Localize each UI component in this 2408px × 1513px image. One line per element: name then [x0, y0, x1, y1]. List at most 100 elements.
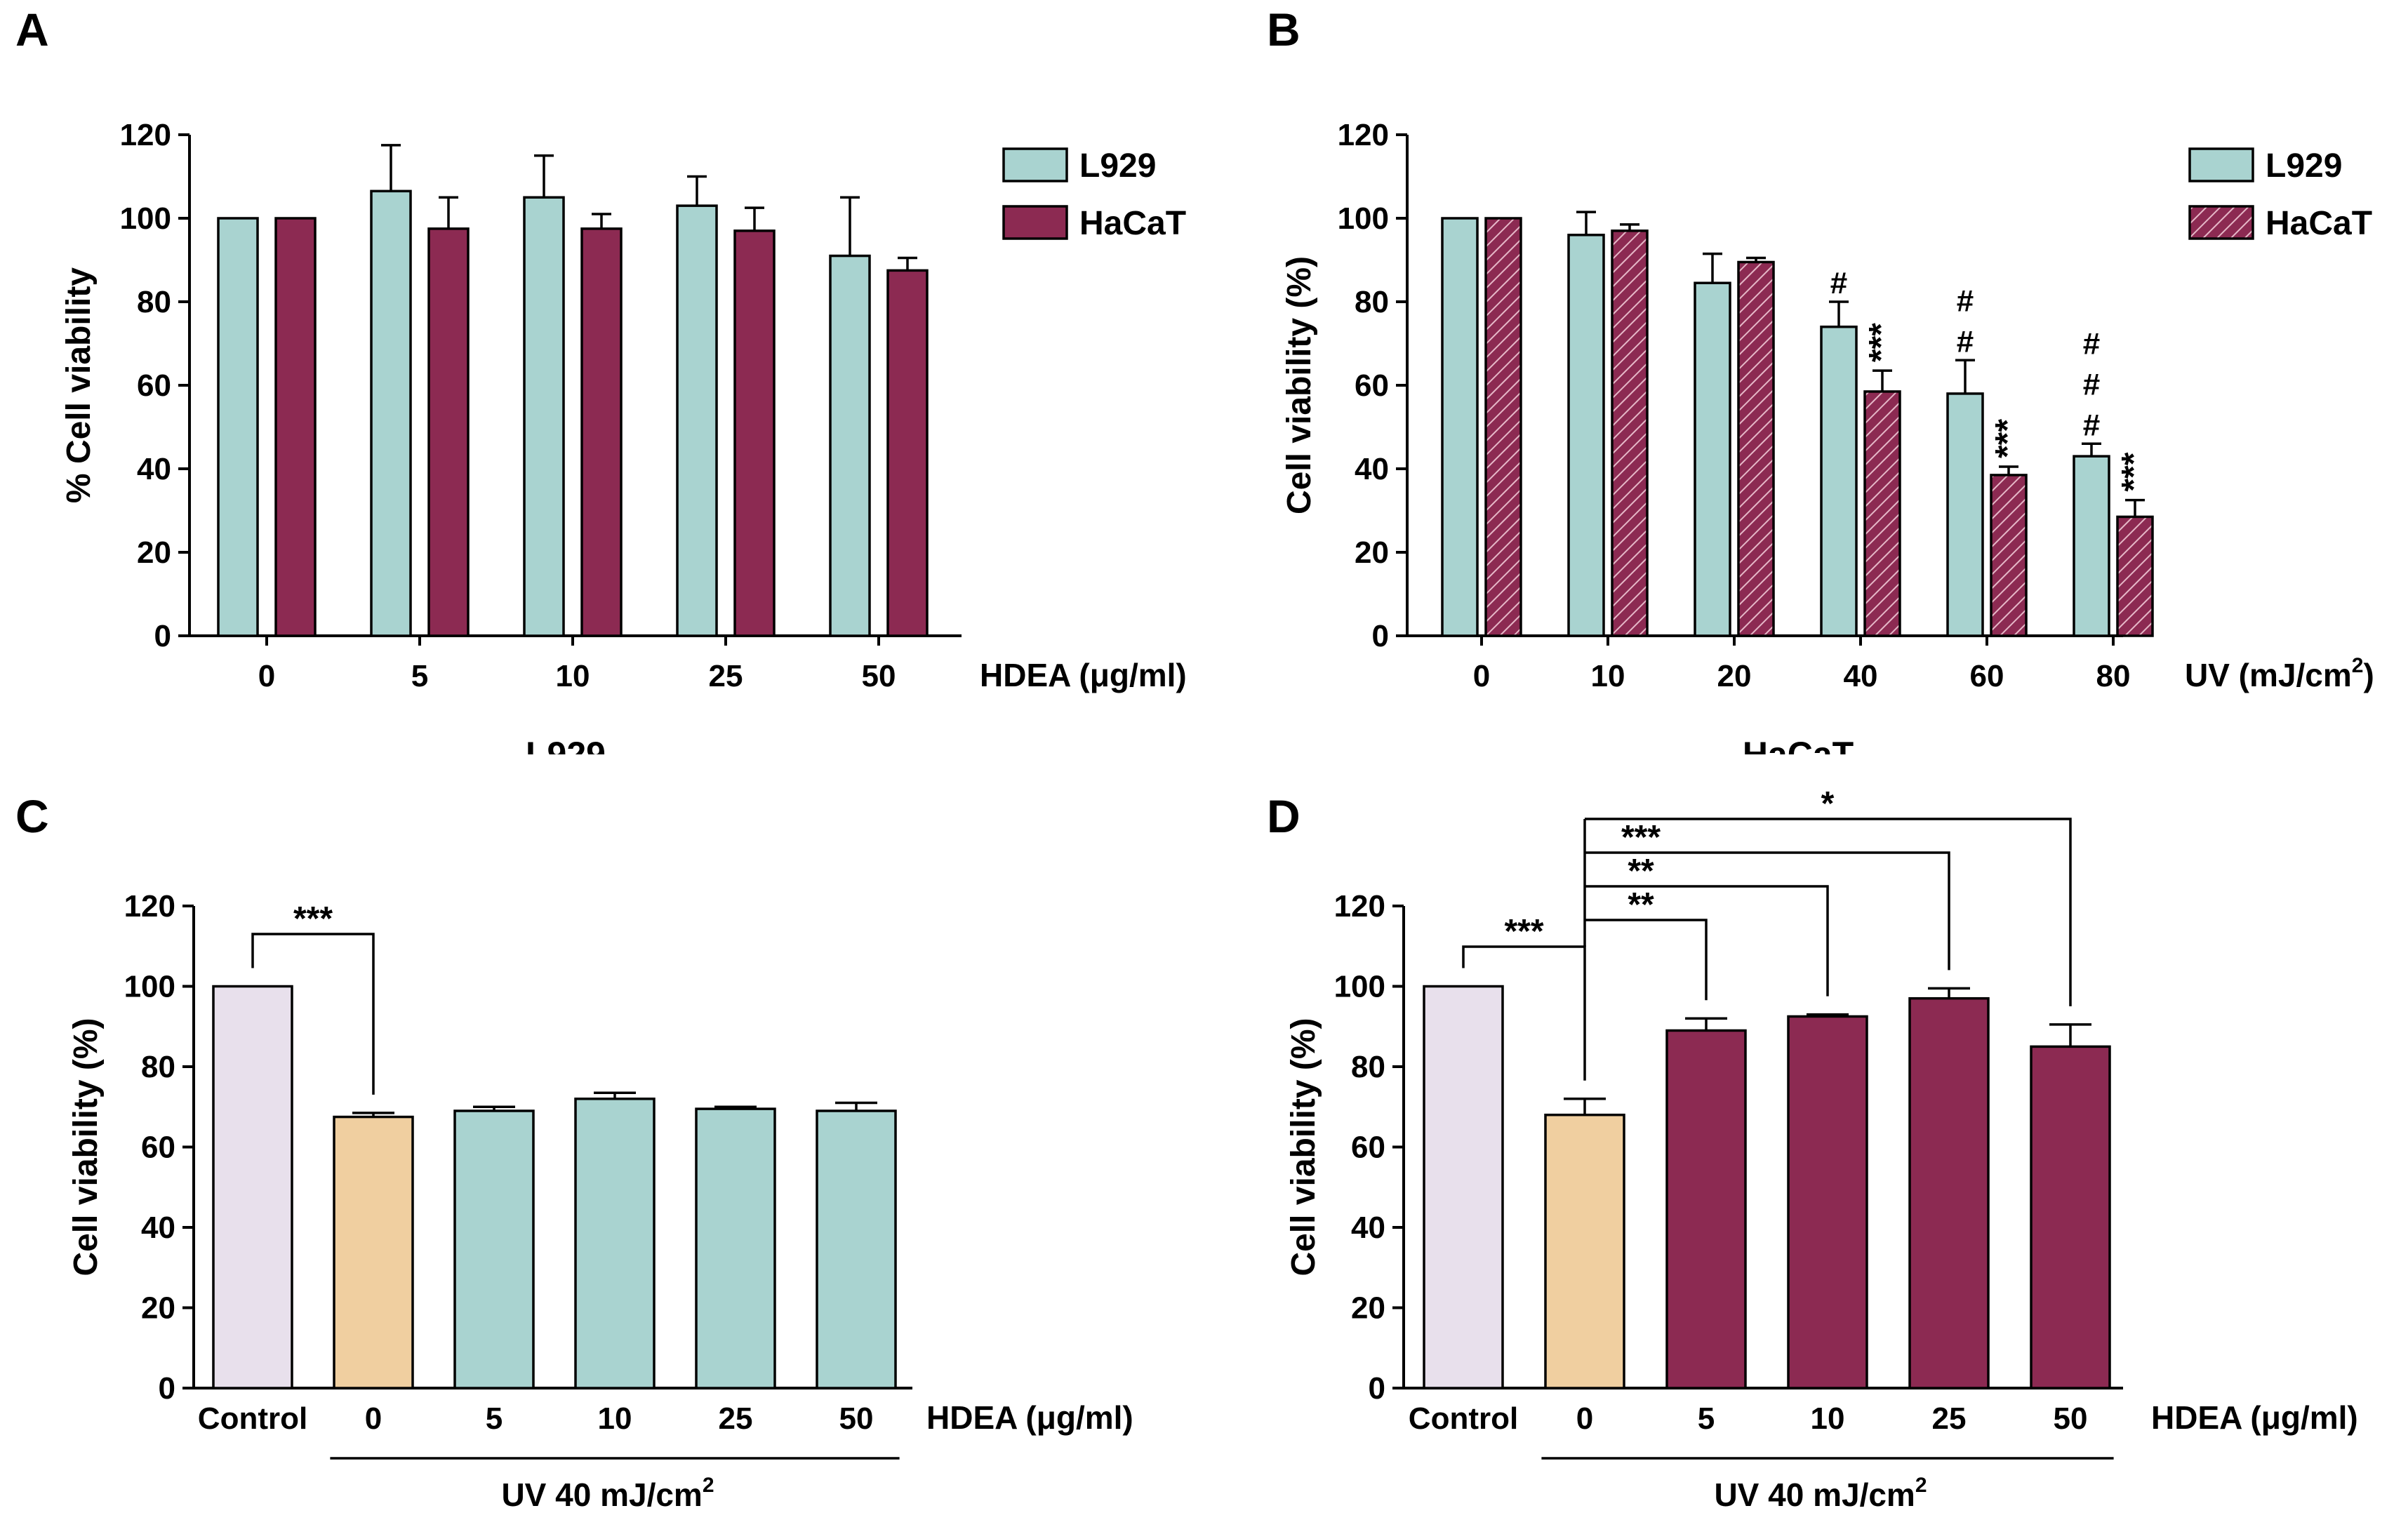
b-xtick-label-60: 60 — [1970, 659, 2004, 693]
a-bar-HaCaT-5 — [427, 227, 470, 637]
d-ytick-label-60: 60 — [1351, 1131, 1385, 1165]
b-ytick-label-20: 20 — [1355, 535, 1389, 570]
b-xtick-label-0: 0 — [1473, 659, 1490, 693]
c-ylabel: Cell viability (%) — [67, 1018, 105, 1276]
c-ytick-label-0: 0 — [159, 1371, 175, 1406]
a-bar-L929-0 — [217, 217, 259, 637]
b-xlabel: UV (mJ/cm2) — [2185, 654, 2374, 693]
c-bar-5 — [453, 1109, 535, 1389]
d-group-label: UV 40 mJ/cm2 — [1714, 1474, 1927, 1509]
c-group-label: UV 40 mJ/cm2 — [501, 1474, 714, 1509]
d-ytick-label-40: 40 — [1351, 1211, 1385, 1245]
b-xtick-label-80: 80 — [2096, 659, 2131, 693]
d-bar-50 — [2030, 1045, 2111, 1389]
b-bar-L929-60 — [1946, 392, 1984, 637]
c-bar-25 — [695, 1107, 776, 1389]
c-xtick-label-5: 5 — [486, 1401, 503, 1436]
c-xtick-label-50: 50 — [839, 1401, 874, 1436]
d-xtick-label-Control: Control — [1409, 1401, 1518, 1436]
b-annot-L929-40-0: # — [1830, 266, 1847, 300]
c-ytick-label-20: 20 — [141, 1291, 175, 1326]
d-ylabel: Cell viability (%) — [1285, 1018, 1322, 1276]
c-ytick-label-60: 60 — [141, 1131, 175, 1165]
d-xtick-label-50: 50 — [2054, 1401, 2088, 1436]
d-xtick-label-25: 25 — [1932, 1401, 1967, 1436]
b-xtick-label-20: 20 — [1717, 659, 1752, 693]
d-bar-25 — [1908, 997, 1990, 1389]
d-comparison-3 — [1585, 851, 1950, 971]
b-bar-L929-0 — [1441, 217, 1479, 637]
b-ytick-label-60: 60 — [1355, 368, 1389, 403]
d-comparison-0 — [1462, 945, 1586, 1081]
b-legend-label-L929: L929 — [2266, 147, 2342, 185]
b-ylabel: Cell viability (%) — [1281, 256, 1318, 514]
a-legend-swatch-HaCaT — [1002, 205, 1068, 240]
a-ytick-label-0: 0 — [154, 619, 171, 653]
d-comparison-label-0: *** — [1504, 913, 1543, 950]
a-bar-HaCaT-10 — [580, 227, 623, 637]
b-ytick-label-120: 120 — [1338, 118, 1389, 152]
c-bar-0 — [333, 1115, 414, 1389]
b-ytick-label-0: 0 — [1372, 619, 1389, 653]
a-ytick-label-20: 20 — [137, 535, 171, 570]
d-bar-10 — [1787, 1015, 1868, 1389]
d-comparison-4 — [1585, 818, 2072, 1006]
a-bar-L929-5 — [370, 189, 412, 637]
d-comparison-1 — [1585, 919, 1708, 1001]
b-xtick-label-10: 10 — [1591, 659, 1625, 693]
d-bar-5 — [1665, 1029, 1747, 1389]
a-bar-L929-25 — [676, 204, 718, 637]
c-xtick-label-10: 10 — [598, 1401, 632, 1436]
b-ytick-label-80: 80 — [1355, 285, 1389, 319]
b-annot-L929-80-2: # — [2083, 408, 2100, 442]
b-annot-L929-80-0: # — [2083, 326, 2100, 361]
b-bar-HaCaT-0 — [1484, 217, 1522, 637]
a-ytick-label-40: 40 — [137, 452, 171, 486]
c-ytick-label-40: 40 — [141, 1211, 175, 1245]
a-xlabel: HDEA (μg/ml) — [980, 657, 1187, 693]
a-ytick-label-100: 100 — [120, 201, 171, 236]
c-bar-50 — [816, 1109, 897, 1389]
panel-b-chart: 0 20 40 60 80 100 120 Cell viability (%) 0 10 20 40… — [1281, 118, 2374, 774]
panel-a: A 0 20 40 60 80 100 120 % Cell viability 0 5 10 25 5… — [0, 0, 1204, 774]
a-xtick-label-0: 0 — [258, 659, 275, 693]
b-bar-L929-10 — [1567, 234, 1605, 637]
d-ytick-label-120: 120 — [1334, 889, 1385, 924]
c-bar-10 — [574, 1098, 656, 1389]
d-ytick-label-80: 80 — [1351, 1050, 1385, 1084]
a-bar-L929-10 — [523, 196, 565, 637]
d-bar-0 — [1544, 1113, 1625, 1389]
b-bar-L929-80 — [2073, 455, 2110, 637]
c-xtick-label-0: 0 — [365, 1401, 382, 1436]
b-annot-L929-60-1: # — [1957, 324, 1974, 359]
a-bar-L929-50 — [829, 254, 871, 637]
a-ylabel: % Cell viability — [60, 267, 98, 503]
a-xtick-label-5: 5 — [411, 659, 428, 693]
d-xtick-label-5: 5 — [1698, 1401, 1715, 1436]
b-ytick-label-40: 40 — [1355, 452, 1389, 486]
a-bar-HaCaT-50 — [886, 269, 929, 637]
b-bar-L929-40 — [1820, 325, 1858, 637]
panel-d: D 0 20 40 60 80 100 120 Cell viability (%) Contr… — [1204, 754, 2408, 1513]
a-ytick-label-120: 120 — [120, 118, 171, 152]
d-comparison-2 — [1585, 885, 1829, 997]
a-bar-HaCaT-25 — [733, 229, 776, 637]
c-xlabel: HDEA (μg/ml) — [926, 1399, 1133, 1436]
panel-b-letter: B — [1267, 4, 1301, 55]
a-caption: L929 — [526, 735, 606, 754]
a-xtick-label-10: 10 — [556, 659, 590, 693]
b-legend-swatch-HaCaT — [2188, 205, 2254, 240]
b-bar-L929-20 — [1694, 281, 1731, 637]
b-annot-HaCaT-80: *** — [2115, 452, 2153, 491]
a-bar-HaCaT-0 — [274, 217, 317, 637]
a-legend-swatch-L929 — [1002, 147, 1068, 182]
b-caption: HaCaT — [1743, 735, 1854, 754]
a-xtick-label-50: 50 — [862, 659, 896, 693]
d-ytick-label-0: 0 — [1369, 1371, 1385, 1406]
c-ytick-label-120: 120 — [124, 889, 175, 924]
b-bar-HaCaT-20 — [1737, 260, 1775, 637]
b-bar-HaCaT-80 — [2116, 515, 2154, 637]
c-comparison-0 — [251, 933, 375, 1095]
